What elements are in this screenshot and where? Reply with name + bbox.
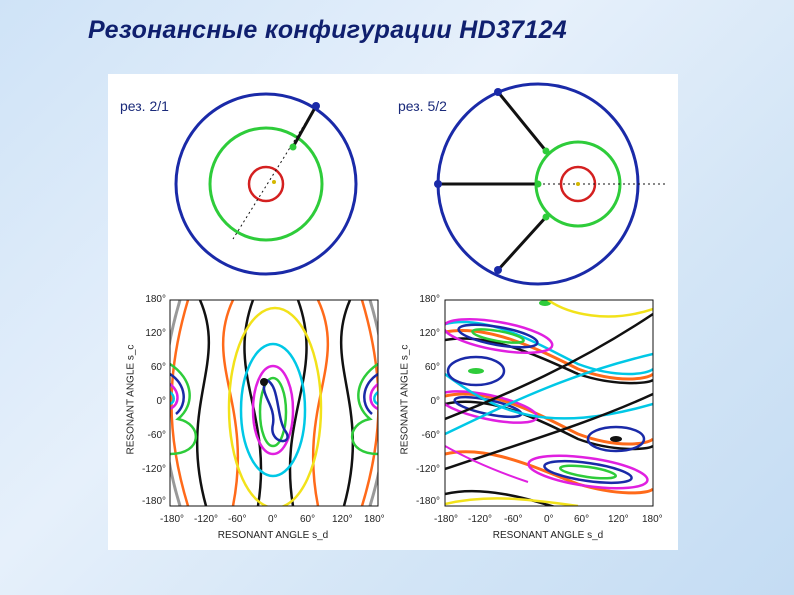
x-tick: 60° (574, 514, 590, 525)
orbit-diagram-5-2 (434, 82, 668, 286)
star (272, 180, 276, 184)
conjunction-line-3 (496, 215, 548, 272)
outer-planet (312, 102, 320, 110)
y-tick: -180° (415, 496, 440, 507)
outer-planet-1 (494, 88, 502, 96)
y-tick: -120° (415, 464, 440, 475)
figure-panel: рез. 2/1 рез. 5/2 180° 120° 60° 0° -60° … (108, 74, 678, 550)
middle-planet-2 (534, 180, 542, 188)
y-tick: -60° (147, 430, 166, 441)
label-res-5-2: рез. 5/2 (398, 98, 447, 114)
y-tick: 0° (430, 396, 440, 407)
middle-planet (289, 143, 297, 151)
equilibrium-point (260, 378, 268, 386)
x-tick: -60° (228, 514, 247, 525)
contour-plot-right (444, 299, 654, 507)
left-x-ticks: -180° -120° -60° 0° 60° 120° 180° (160, 514, 390, 528)
y-tick: 120° (419, 328, 440, 339)
page-title: Резонансные конфигурации HD37124 (88, 16, 567, 44)
right-y-ticks: 180° 120° 60° 0° -60° -120° -180° (410, 294, 442, 514)
x-tick: 120° (608, 514, 629, 525)
y-tick: 60° (150, 362, 166, 373)
right-x-ticks: -180° -120° -60° 0° 60° 120° 180° (434, 514, 674, 528)
x-tick: -180° (160, 514, 185, 525)
orbit-diagram-2-1 (174, 92, 358, 276)
y-tick: -60° (421, 430, 440, 441)
y-tick: 180° (419, 294, 440, 305)
left-y-axis-label: RESONANT ANGLE s_c (125, 344, 137, 455)
x-tick: 0° (544, 514, 554, 525)
middle-orbit (208, 126, 324, 242)
x-tick: 120° (332, 514, 353, 525)
x-tick: -120° (194, 514, 219, 525)
contour-plot-left (169, 299, 379, 507)
x-tick: 60° (300, 514, 316, 525)
right-x-axis-label: RESONANT ANGLE s_d (492, 530, 604, 541)
outer-planet-2 (434, 180, 442, 188)
left-x-axis-label: RESONANT ANGLE s_d (217, 530, 329, 541)
y-tick: -120° (141, 464, 166, 475)
y-tick: 120° (145, 328, 166, 339)
figure-svg (169, 82, 668, 507)
label-res-2-1: рез. 2/1 (120, 98, 169, 114)
conjunction-line (291, 105, 318, 148)
x-tick: -60° (504, 514, 523, 525)
y-tick: 180° (145, 294, 166, 305)
left-y-ticks: 180° 120° 60° 0° -60° -120° -180° (136, 294, 168, 514)
middle-planet-1 (542, 147, 550, 155)
x-tick: -120° (468, 514, 493, 525)
outer-planet-3 (494, 266, 502, 274)
inner-orbit (247, 165, 285, 203)
middle-planet-3 (542, 213, 550, 221)
x-tick: -180° (434, 514, 459, 525)
x-tick: 0° (268, 514, 278, 525)
star (576, 182, 580, 186)
outer-orbit (174, 92, 358, 276)
conjunction-line-1 (496, 91, 548, 152)
y-tick: 0° (156, 396, 166, 407)
y-tick: 60° (424, 362, 440, 373)
x-tick: 180° (642, 514, 663, 525)
y-tick: -180° (141, 496, 166, 507)
x-tick: 180° (364, 514, 385, 525)
right-y-axis-label: RESONANT ANGLE s_c (399, 344, 411, 455)
